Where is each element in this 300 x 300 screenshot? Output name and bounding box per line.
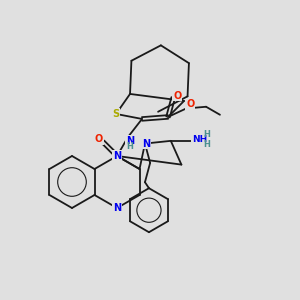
Text: H: H (203, 140, 210, 149)
Text: N: N (126, 136, 134, 146)
Text: H: H (127, 142, 134, 152)
Text: S: S (112, 109, 120, 119)
Text: N: N (113, 203, 121, 213)
Text: O: O (186, 100, 194, 110)
Text: N: N (142, 139, 150, 148)
Text: O: O (173, 91, 181, 100)
Text: NH: NH (192, 135, 207, 144)
Text: N: N (113, 151, 121, 161)
Text: O: O (95, 134, 103, 144)
Text: H: H (203, 130, 210, 140)
